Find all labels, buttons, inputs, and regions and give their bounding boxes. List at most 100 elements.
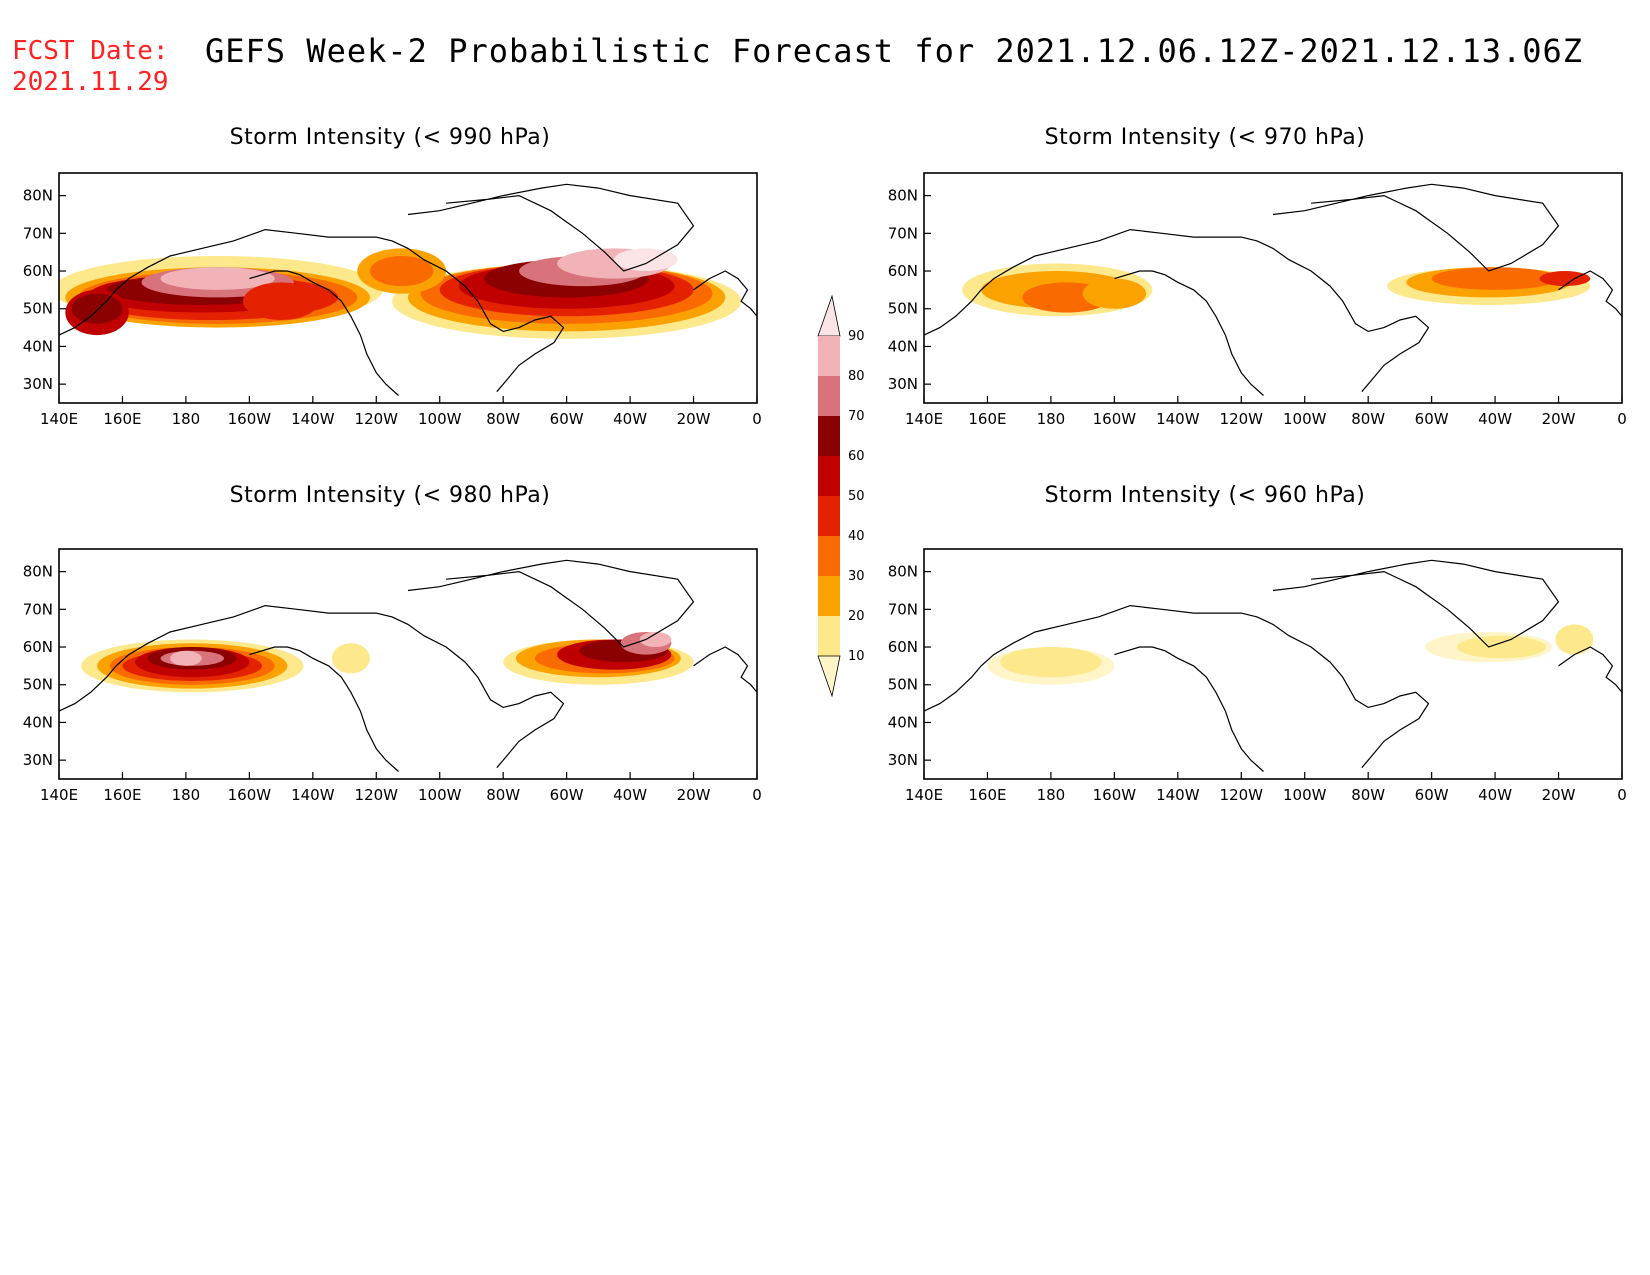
probability-region: [170, 650, 202, 666]
y-tick-label: 70N: [23, 224, 53, 242]
colorbar-label: 70: [848, 409, 865, 424]
map-panel-960: 140E 160E 180 160W 140W 120W 100W 80W 60W 40W 20W 0…: [888, 548, 1627, 804]
x-tick-label: 120W: [1220, 786, 1264, 804]
coastline: [59, 228, 565, 393]
x-tick-label: 140E: [40, 786, 78, 804]
colorbar-segment: [818, 416, 840, 456]
panel-title-990: Storm Intensity (< 990 hPa): [229, 125, 551, 150]
colorbar-segment: [818, 336, 840, 376]
map-panel-970: 140E 160E 180 160W 140W 120W 100W 80W 60W 40W 20W 0…: [888, 172, 1627, 428]
coastline: [924, 228, 1430, 393]
panel-frame: [923, 172, 1623, 404]
colorbar-label: 80: [848, 369, 865, 384]
y-tick-label: 70N: [888, 224, 918, 242]
y-tick-label: 70N: [23, 600, 53, 618]
colorbar-label: 50: [848, 489, 865, 504]
probability-region: [1000, 647, 1102, 678]
colorbar-segment: [818, 536, 840, 576]
x-tick-label: 80W: [486, 410, 520, 428]
x-tick-label: 20W: [677, 786, 711, 804]
x-tick-label: 20W: [677, 410, 711, 428]
x-tick-label: 160E: [103, 410, 141, 428]
probability-region: [331, 643, 370, 674]
x-tick-label: 160W: [1093, 786, 1137, 804]
x-tick-label: 60W: [550, 786, 584, 804]
y-tick-label: 60N: [23, 638, 53, 656]
y-tick-label: 50N: [23, 676, 53, 694]
y-tick-label: 50N: [888, 300, 918, 318]
y-tick-label: 30N: [23, 375, 53, 393]
probability-region: [1082, 278, 1147, 309]
x-tick-label: 100W: [1283, 410, 1327, 428]
x-tick-label: 80W: [486, 786, 520, 804]
x-tick-label: 160W: [228, 410, 272, 428]
y-tick-label: 60N: [23, 262, 53, 280]
y-tick-label: 80N: [23, 187, 53, 205]
x-tick-label: 40W: [613, 410, 647, 428]
coastline: [693, 646, 757, 693]
coastline: [249, 270, 399, 396]
x-tick-label: 120W: [355, 786, 399, 804]
colorbar-segment: [818, 616, 840, 656]
x-tick-label: 100W: [418, 786, 462, 804]
y-tick-label: 40N: [888, 337, 918, 355]
x-tick-label: 100W: [418, 410, 462, 428]
x-tick-label: 0: [752, 410, 762, 428]
y-tick-label: 30N: [888, 375, 918, 393]
x-tick-label: 80W: [1351, 410, 1385, 428]
x-tick-label: 180: [172, 786, 201, 804]
probability-region: [1555, 624, 1594, 655]
x-tick-label: 160W: [1093, 410, 1137, 428]
x-tick-label: 140E: [905, 410, 943, 428]
colorbar: 10 20 30 40 50 60 70 80 90: [817, 294, 865, 698]
x-tick-label: 0: [1617, 786, 1627, 804]
x-tick-label: 140W: [1156, 786, 1200, 804]
x-tick-label: 0: [1617, 410, 1627, 428]
colorbar-segment: [818, 376, 840, 416]
x-tick-label: 140E: [905, 786, 943, 804]
coastline: [1114, 646, 1264, 772]
x-tick-label: 140W: [291, 786, 335, 804]
colorbar-segment: [818, 576, 840, 616]
y-tick-label: 80N: [888, 563, 918, 581]
colorbar-label: 20: [848, 609, 865, 624]
x-tick-label: 80W: [1351, 786, 1385, 804]
y-tick-label: 50N: [23, 300, 53, 318]
x-tick-label: 140E: [40, 410, 78, 428]
page-title: GEFS Week-2 Probabilistic Forecast for 2…: [205, 32, 1584, 70]
coastline: [924, 604, 1430, 769]
probability-region: [639, 631, 672, 648]
probability-shading: [59, 559, 757, 772]
coastline: [249, 646, 399, 772]
map-panel-990: 140E 160E 180 160W 140W 120W 100W 80W 60W 40W 20W 0…: [23, 172, 762, 428]
x-tick-label: 20W: [1542, 410, 1576, 428]
x-tick-label: 180: [1037, 786, 1066, 804]
probability-region: [1457, 635, 1546, 659]
x-tick-label: 160E: [968, 410, 1006, 428]
colorbar-label: 90: [848, 329, 865, 344]
x-tick-label: 40W: [1478, 786, 1512, 804]
probability-shading: [924, 559, 1622, 772]
colorbar-tip-top: [817, 294, 841, 337]
x-tick-label: 160E: [103, 786, 141, 804]
x-tick-label: 40W: [1478, 410, 1512, 428]
x-tick-label: 180: [172, 410, 201, 428]
y-tick-label: 60N: [888, 638, 918, 656]
colorbar-label: 40: [848, 529, 865, 544]
x-tick-label: 120W: [355, 410, 399, 428]
probability-shading: [924, 183, 1622, 396]
fcst-date-value: 2021.11.29: [12, 67, 169, 97]
coastline: [407, 183, 695, 272]
y-tick-label: 80N: [23, 563, 53, 581]
probability-region: [614, 248, 678, 272]
coastline: [1114, 270, 1264, 396]
y-tick-label: 80N: [888, 187, 918, 205]
coastline: [59, 604, 565, 769]
fcst-date-label: FCST Date:: [12, 36, 169, 66]
probability-region: [369, 255, 434, 287]
colorbar-label: 10: [848, 649, 865, 664]
y-tick-label: 40N: [23, 713, 53, 731]
panel-title-970: Storm Intensity (< 970 hPa): [1044, 125, 1366, 150]
probability-region: [1539, 271, 1591, 287]
